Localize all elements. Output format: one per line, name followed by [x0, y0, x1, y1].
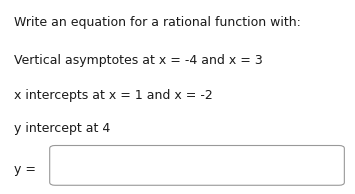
Text: Vertical asymptotes at x = -4 and x = 3: Vertical asymptotes at x = -4 and x = 3	[14, 54, 263, 67]
Text: x intercepts at x = 1 and x = -2: x intercepts at x = 1 and x = -2	[14, 89, 213, 102]
FancyBboxPatch shape	[50, 146, 344, 185]
Text: Write an equation for a rational function with:: Write an equation for a rational functio…	[14, 16, 301, 29]
Text: y =: y =	[14, 163, 36, 176]
Text: y intercept at 4: y intercept at 4	[14, 122, 110, 135]
